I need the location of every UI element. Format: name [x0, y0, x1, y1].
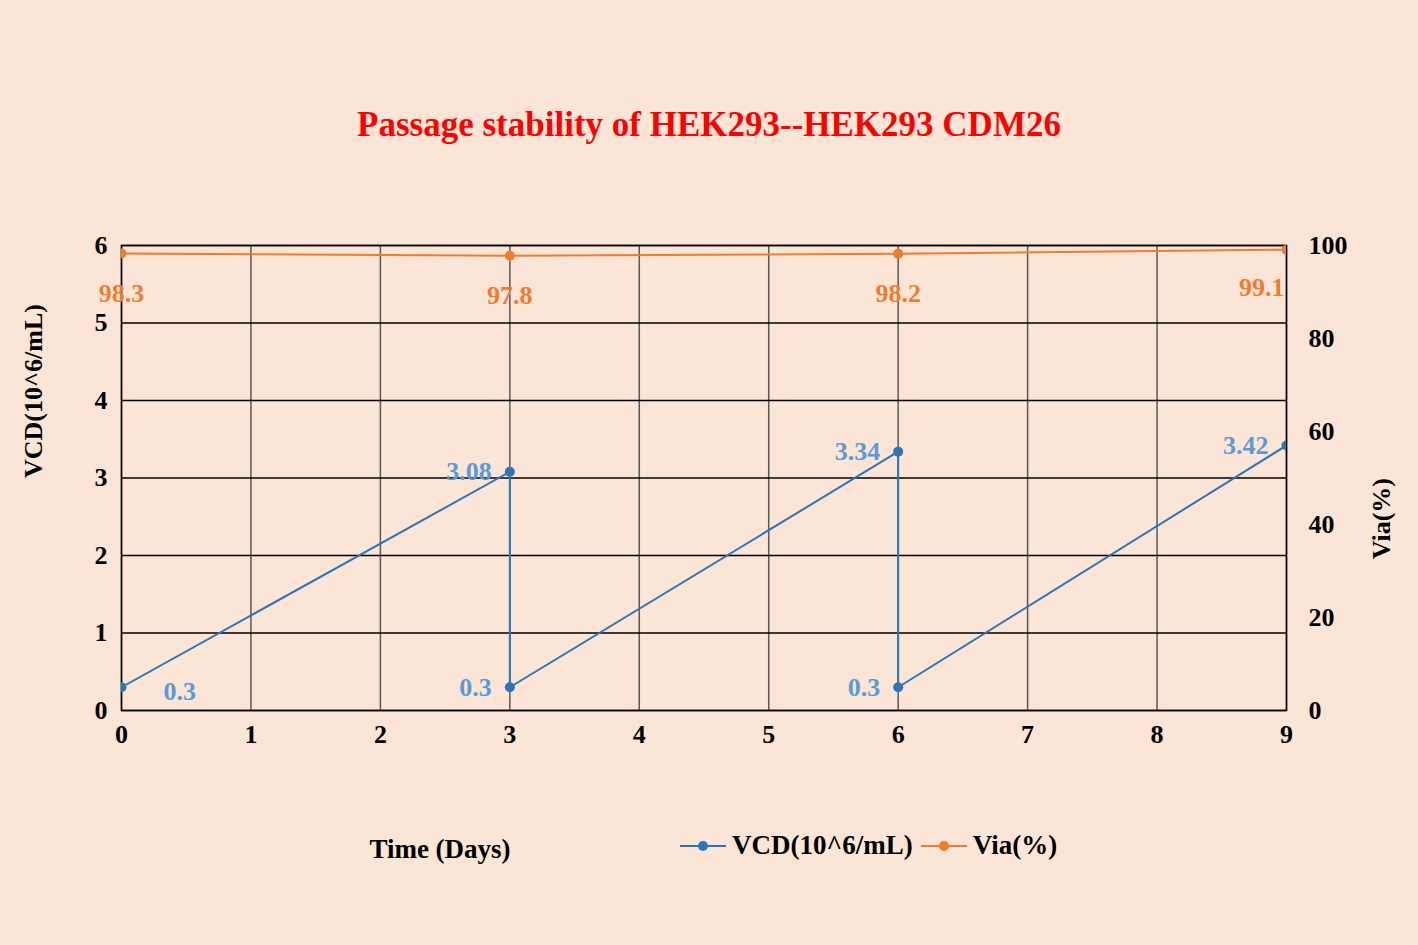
svg-text:Via(%): Via(%) [1367, 478, 1396, 559]
svg-text:100: 100 [1309, 231, 1348, 260]
svg-text:1: 1 [95, 618, 108, 647]
svg-text:99.1: 99.1 [1239, 273, 1285, 302]
svg-text:0: 0 [115, 720, 128, 749]
svg-text:0: 0 [1309, 696, 1322, 725]
svg-text:0: 0 [95, 696, 108, 725]
svg-text:0.3: 0.3 [459, 673, 492, 702]
svg-text:3.34: 3.34 [835, 437, 881, 466]
svg-text:4: 4 [633, 720, 646, 749]
svg-text:97.8: 97.8 [487, 281, 533, 310]
svg-text:VCD(10^6/mL): VCD(10^6/mL) [19, 304, 48, 478]
html-text:Passage stability of HEK293--H: Passage stability of HEK293--HEK293 CDM2… [357, 105, 1061, 144]
svg-text:80: 80 [1309, 324, 1335, 353]
svg-text:1: 1 [244, 720, 257, 749]
svg-text:4: 4 [95, 386, 108, 415]
html-text:Time (Days): Time (Days) [369, 834, 511, 864]
svg-text:0.3: 0.3 [164, 677, 197, 706]
svg-text:60: 60 [1309, 417, 1335, 446]
svg-text:5: 5 [95, 308, 108, 337]
html-text:Via(%): Via(%) [972, 830, 1058, 860]
svg-text:9: 9 [1280, 720, 1293, 749]
svg-text:6: 6 [892, 720, 905, 749]
svg-text:3: 3 [503, 720, 516, 749]
svg-text:3: 3 [95, 463, 108, 492]
svg-text:20: 20 [1309, 603, 1335, 632]
svg-text:3.42: 3.42 [1223, 431, 1269, 460]
svg-text:2: 2 [95, 541, 108, 570]
svg-text:98.3: 98.3 [99, 279, 145, 308]
html-text:VCD(10^6/mL): VCD(10^6/mL) [732, 830, 913, 860]
svg-text:98.2: 98.2 [875, 279, 921, 308]
svg-text:8: 8 [1151, 720, 1164, 749]
svg-text:5: 5 [762, 720, 775, 749]
svg-text:3.08: 3.08 [446, 457, 492, 486]
svg-text:7: 7 [1021, 720, 1034, 749]
svg-text:6: 6 [95, 231, 108, 260]
svg-text:2: 2 [374, 720, 387, 749]
svg-text:40: 40 [1309, 510, 1335, 539]
svg-text:0.3: 0.3 [848, 673, 881, 702]
